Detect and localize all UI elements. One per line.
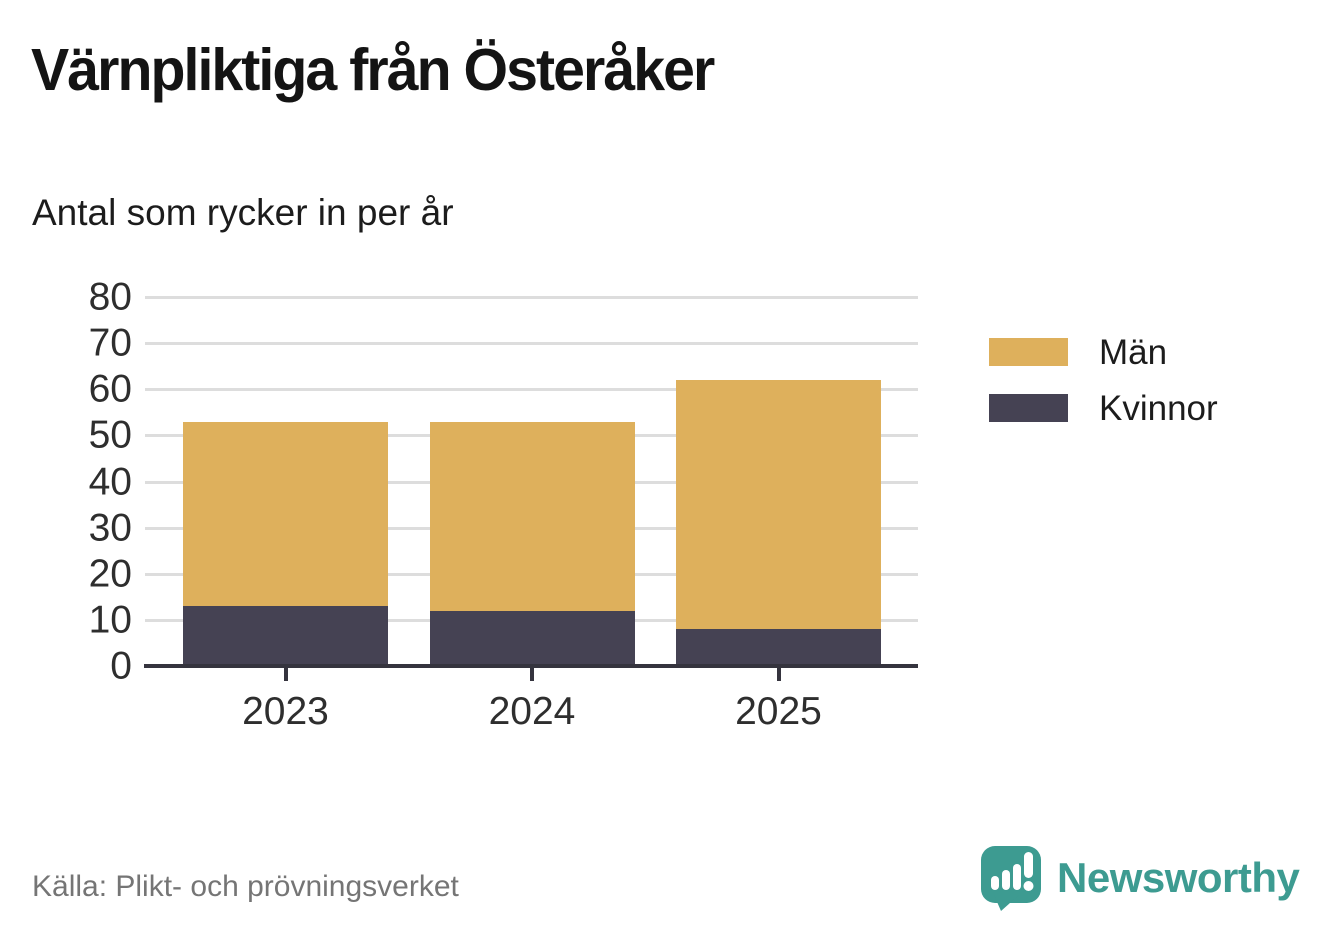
legend-swatch-women <box>989 394 1068 422</box>
chart-subtitle: Antal som rycker in per år <box>32 192 454 233</box>
y-axis-label-10: 10 <box>88 598 132 642</box>
newsworthy-logo-icon <box>981 846 1041 911</box>
chart-title: Värnpliktiga från Österåker <box>31 37 715 103</box>
x-tick-2023 <box>283 668 288 681</box>
bar-2025-kvinnor <box>676 629 881 666</box>
x-axis-label-2023: 2023 <box>242 690 329 733</box>
source-text: Källa: Plikt- och prövningsverket <box>32 870 459 903</box>
gridline-70 <box>145 342 918 346</box>
y-axis-label-80: 80 <box>88 275 132 319</box>
y-axis-label-50: 50 <box>88 413 132 457</box>
legend-item-women: Kvinnor <box>989 387 1218 429</box>
bar-2023-kvinnor <box>183 606 388 666</box>
x-axis-line <box>144 664 918 668</box>
y-axis-label-0: 0 <box>110 644 132 688</box>
x-axis-label-2024: 2024 <box>488 690 576 733</box>
y-axis-label-20: 20 <box>88 552 132 596</box>
brand-name: Newsworthy <box>1057 854 1300 901</box>
bar-2023-män <box>183 421 388 607</box>
gridline-80 <box>145 296 918 299</box>
legend: Män Kvinnor <box>989 331 1218 443</box>
gridline-60 <box>145 388 918 392</box>
y-axis-label-70: 70 <box>88 321 132 365</box>
bar-2024-kvinnor <box>429 610 635 666</box>
brand-logo: Newsworthy <box>979 845 1300 911</box>
legend-item-men: Män <box>989 331 1218 373</box>
bar-2025-män <box>676 380 881 630</box>
legend-label-men: Män <box>1099 332 1168 372</box>
x-tick-2025 <box>776 668 781 681</box>
y-axis-label-40: 40 <box>88 460 132 503</box>
legend-label-women: Kvinnor <box>1099 388 1218 428</box>
x-axis-label-2025: 2025 <box>735 690 822 733</box>
bar-2024-män <box>429 421 635 611</box>
legend-swatch-men <box>989 338 1068 366</box>
y-axis-label-30: 30 <box>88 506 132 550</box>
x-tick-2024 <box>530 668 534 681</box>
y-axis-label-60: 60 <box>88 367 132 411</box>
